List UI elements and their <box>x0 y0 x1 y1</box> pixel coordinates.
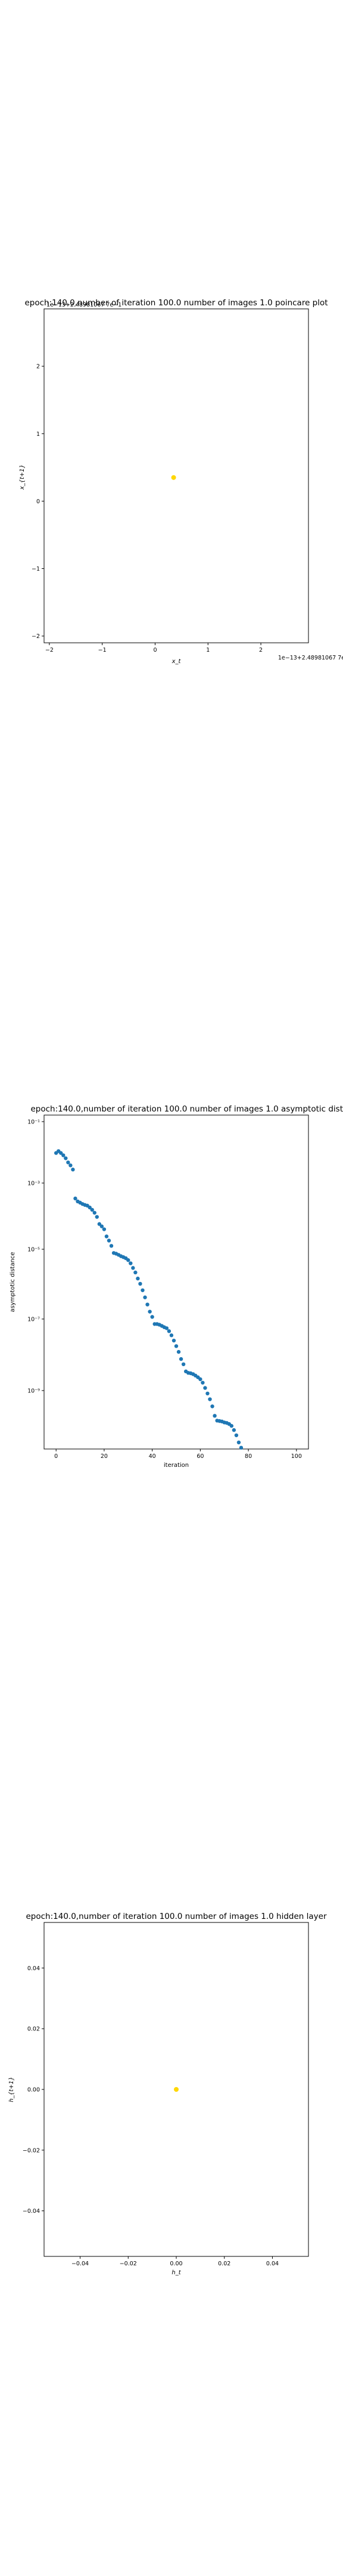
chart-asymptotic-distance: epoch:140.0,number of iteration 100.0 nu… <box>10 1104 343 1469</box>
plot-frame <box>43 308 309 643</box>
y-offset-text: 1e−13+2.48981067 7e−1 <box>46 302 121 308</box>
data-point <box>138 1281 142 1286</box>
chart-hidden-layer: epoch:140.0,number of iteration 100.0 nu… <box>8 1912 327 2276</box>
data-point <box>169 1333 174 1337</box>
data-point <box>234 1433 239 1438</box>
data-point <box>64 1156 68 1160</box>
x-tick-label: 0 <box>153 647 157 654</box>
x-tick-label: 80 <box>245 1453 252 1460</box>
data-point <box>133 1270 138 1275</box>
data-point <box>104 1234 109 1239</box>
y-tick-label: 2 <box>36 364 40 370</box>
y-axis-label: h_{t+1} <box>8 2077 15 2103</box>
data-point <box>164 1326 169 1330</box>
chart-title: epoch:140.0,number of iteration 100.0 nu… <box>24 298 328 308</box>
y-tick-label: −0.02 <box>23 2147 40 2154</box>
x-tick-label: 40 <box>149 1453 156 1460</box>
data-point <box>205 1391 210 1396</box>
data-point <box>210 1404 214 1408</box>
data-point <box>88 1205 92 1210</box>
y-tick-label: 10⁻³ <box>27 1181 40 1187</box>
x-tick-label: −0.04 <box>71 2261 89 2267</box>
y-tick-label: 10⁻⁵ <box>27 1247 40 1253</box>
y-tick-label: 10⁻⁹ <box>27 1388 40 1395</box>
x-tick-label: −0.02 <box>120 2261 137 2267</box>
chart-poincare: epoch:140.0,number of iteration 100.0 nu… <box>19 298 343 665</box>
x-tick-label: 0.04 <box>266 2261 279 2267</box>
data-point <box>109 1244 114 1248</box>
x-tick-label: 2 <box>259 647 263 654</box>
y-tick-label: −0.04 <box>23 2208 40 2215</box>
data-point <box>181 1362 186 1367</box>
y-tick-label: 0.02 <box>27 2026 40 2033</box>
y-tick-label: 0 <box>36 499 40 505</box>
data-point <box>239 1445 244 1450</box>
data-point <box>90 1208 94 1212</box>
data-point <box>107 1239 111 1243</box>
x-tick-label: 100 <box>291 1453 302 1460</box>
data-point <box>143 1295 147 1299</box>
data-point <box>148 1309 152 1314</box>
x-tick-label: 0.00 <box>170 2261 182 2267</box>
y-tick-label: −1 <box>32 566 40 572</box>
data-point <box>97 1222 102 1226</box>
y-tick-label: 0.04 <box>27 1965 40 1972</box>
data-point <box>171 475 176 480</box>
data-point <box>95 1215 99 1219</box>
data-point <box>92 1210 96 1215</box>
data-point <box>59 1151 63 1155</box>
data-point <box>66 1160 70 1165</box>
y-axis-label: x_{t+1} <box>19 465 26 490</box>
data-point <box>232 1428 236 1432</box>
chart-title: epoch:140.0,number of iteration 100.0 nu… <box>26 1912 326 1921</box>
x-axis-label: x_t <box>172 658 182 665</box>
data-point <box>172 1338 176 1343</box>
data-point <box>145 1302 149 1306</box>
y-axis-label: asymptotic distance <box>10 1252 16 1312</box>
data-point <box>176 1349 181 1354</box>
chart-title: epoch:140.0,number of iteration 100.0 nu… <box>30 1104 343 1114</box>
x-tick-label: 60 <box>197 1453 204 1460</box>
data-point <box>203 1386 207 1390</box>
data-point <box>61 1153 66 1157</box>
data-point <box>73 1196 77 1201</box>
data-point <box>229 1424 234 1428</box>
x-tick-label: −1 <box>98 647 107 654</box>
data-point <box>141 1288 145 1292</box>
y-tick-label: −2 <box>32 633 40 640</box>
data-point <box>208 1397 212 1401</box>
x-tick-label: 1 <box>206 647 210 654</box>
y-tick-label: 10⁻⁷ <box>27 1317 40 1323</box>
x-offset-text: 1e−13+2.48981067 7e−1 <box>278 655 343 661</box>
data-point <box>201 1380 205 1385</box>
y-tick-label: 10⁻¹ <box>27 1119 40 1126</box>
data-point <box>131 1266 135 1270</box>
data-point <box>179 1357 183 1361</box>
data-point <box>136 1276 140 1281</box>
x-tick-label: 0.02 <box>218 2261 230 2267</box>
data-point <box>167 1329 172 1333</box>
x-tick-label: 0 <box>54 1453 58 1460</box>
x-axis-label: h_t <box>172 2270 181 2276</box>
x-tick-label: 20 <box>101 1453 108 1460</box>
data-point <box>236 1440 241 1445</box>
plot-frame <box>43 1114 309 1450</box>
y-tick-label: 1 <box>36 431 40 438</box>
data-point <box>102 1227 107 1231</box>
data-point <box>129 1261 133 1265</box>
data-point <box>150 1315 154 1319</box>
x-axis-label: iteration <box>164 1462 189 1469</box>
data-point <box>213 1414 217 1418</box>
data-point <box>126 1258 130 1262</box>
y-tick-label: 0.00 <box>27 2087 40 2094</box>
x-tick-label: −2 <box>45 647 54 654</box>
data-point <box>68 1163 73 1168</box>
data-point <box>71 1168 75 1172</box>
data-point <box>174 1344 179 1348</box>
data-point <box>198 1377 202 1382</box>
data-point <box>99 1224 104 1228</box>
data-point <box>174 2087 179 2092</box>
